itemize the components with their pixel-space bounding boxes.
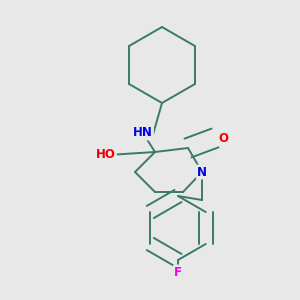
- Text: N: N: [197, 166, 207, 178]
- Text: O: O: [218, 131, 228, 145]
- Text: HN: HN: [133, 127, 153, 140]
- Text: F: F: [174, 266, 182, 278]
- Text: HO: HO: [96, 148, 116, 161]
